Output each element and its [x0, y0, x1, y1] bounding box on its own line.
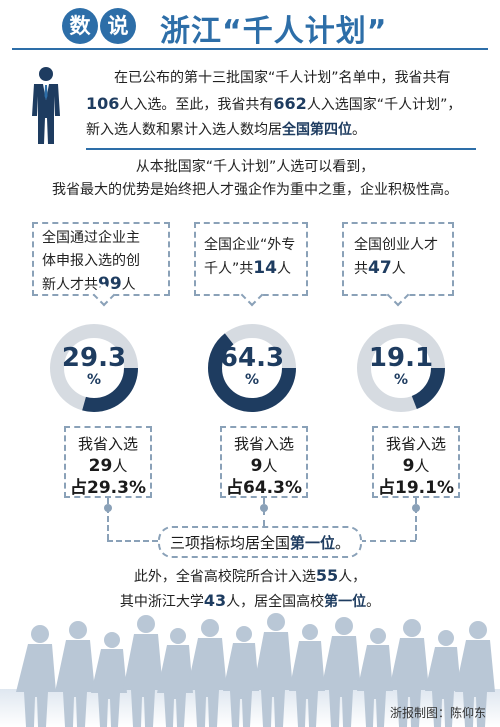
donut-chart-3 — [357, 324, 445, 412]
donut-arc-2 — [208, 324, 296, 412]
summary-pill: 三项指标均居全国 第一位。 — [158, 526, 362, 558]
section-rule — [86, 148, 476, 150]
donut-chart-2 — [208, 324, 296, 412]
dot-2 — [260, 504, 268, 512]
donut-label-2: 64.3% — [219, 343, 285, 388]
donut-chart-1 — [50, 324, 138, 412]
connector-2 — [263, 498, 265, 526]
badge-shuo: 说 — [100, 8, 136, 44]
badge-shu: 数 — [62, 8, 98, 44]
closing-paragraph: 此外，全省高校院所合计入选55人， 其中浙江大学43人，居全国高校第一位。 — [119, 566, 381, 610]
donut-label-1: 29.3% — [61, 343, 127, 388]
subintro-paragraph: 从本批国家“千人计划”人选可以看到， 我省最大的优势是始终把人才强企作为重中之重… — [52, 159, 458, 198]
page-title: 浙江“千人计划” — [160, 14, 388, 49]
connector-1 — [107, 498, 109, 540]
dot-1 — [104, 504, 112, 512]
result-box-1: 我省入选 29人 占29.3% — [64, 426, 152, 498]
connector-left — [107, 540, 158, 542]
donut-arc-1 — [50, 324, 138, 412]
donut-arc-3 — [357, 324, 445, 412]
intro-paragraph: 在已公布的第十三批国家“千人计划”名单中，我省共有 106人入选。至此，我省共有… — [86, 70, 462, 138]
crowd-silhouette — [16, 613, 495, 727]
category-desc-box-3: 全国创业人才 共47人 — [342, 222, 454, 307]
donut-label-3: 19.1% — [368, 343, 434, 388]
result-box-2: 我省入选 9人 占64.3% — [220, 426, 308, 498]
dot-3 — [412, 504, 420, 512]
category-desc-box-2: 全国企业“外专 千人”共14人 — [194, 222, 308, 307]
credit-text: 浙报制图：陈仰东 — [389, 706, 486, 720]
connector-3 — [415, 498, 417, 540]
businessman-icon — [32, 67, 60, 144]
category-desc-box-1: 全国通过企业主 体申报入选的创 新人才共99人 — [32, 222, 170, 307]
connector-right — [360, 540, 416, 542]
header-rule — [12, 48, 488, 50]
result-box-3: 我省入选 9人 占19.1% — [372, 426, 460, 498]
